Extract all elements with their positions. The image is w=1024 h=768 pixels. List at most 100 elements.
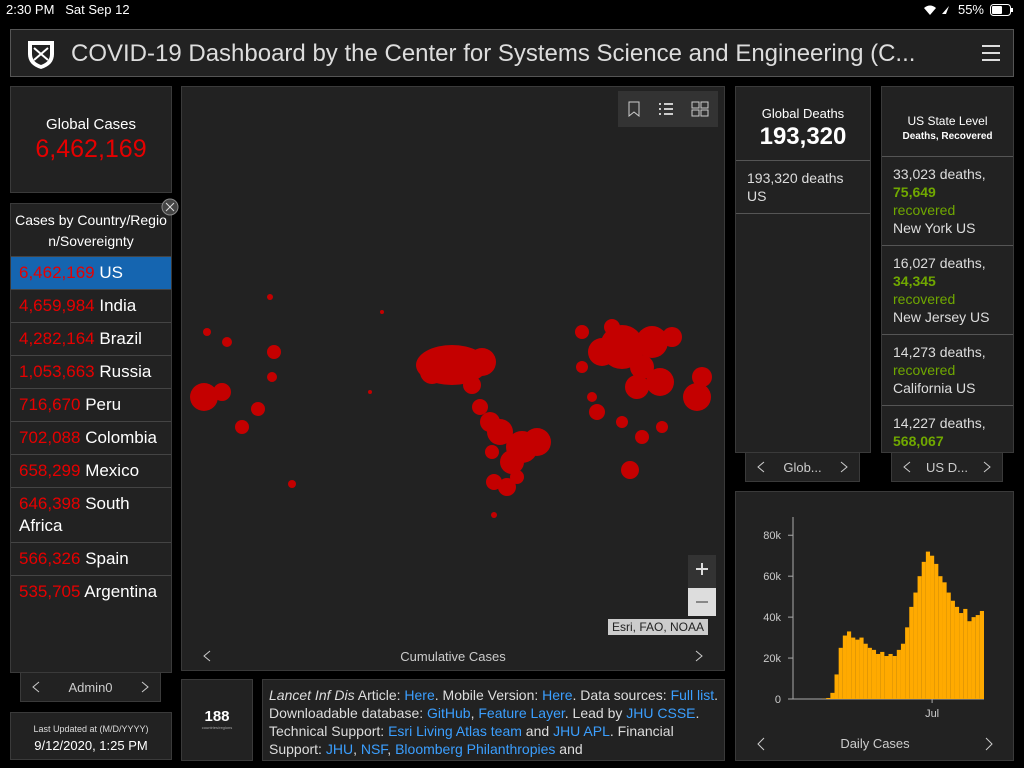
- map-toolbar: [618, 91, 718, 127]
- bar: [963, 608, 968, 699]
- zoom-in[interactable]: [688, 555, 716, 583]
- state-place: New Jersey US: [893, 309, 990, 325]
- country-name: Spain: [85, 549, 129, 568]
- bubble: [213, 383, 231, 401]
- country-footer: Admin0: [20, 672, 161, 702]
- info-link[interactable]: JHU APL: [553, 723, 610, 739]
- bar: [830, 692, 835, 699]
- us-state-panel: US State Level Deaths, Recovered 33,023 …: [881, 86, 1014, 453]
- state-row[interactable]: 14,273 deaths, recovered California US: [882, 335, 1013, 406]
- bubble: [692, 367, 712, 387]
- bar: [975, 615, 980, 699]
- info-link[interactable]: NSF: [360, 741, 388, 757]
- menu-button[interactable]: [981, 44, 1001, 62]
- info-link[interactable]: Bloomberg Philanthropies: [395, 741, 556, 757]
- country-row[interactable]: 646,398 South Africa: [11, 487, 171, 542]
- bookmark-button[interactable]: [627, 101, 641, 117]
- info-link[interactable]: Here: [404, 687, 435, 703]
- y-tick-label: 80k: [763, 530, 781, 542]
- x-tick-label: Jul: [925, 708, 939, 720]
- country-row[interactable]: 702,088 Colombia: [11, 421, 171, 454]
- country-panel: Cases by Country/Region/Sovereignty 6,46…: [10, 203, 172, 673]
- death-row[interactable]: 193,320 deaths US: [736, 161, 870, 214]
- prev-button[interactable]: [756, 460, 766, 474]
- state-deaths-label: deaths,: [939, 166, 986, 182]
- bar: [971, 617, 976, 699]
- country-count: 702,088: [19, 428, 81, 447]
- country-count: 716,670: [19, 395, 81, 414]
- next-button[interactable]: [694, 649, 704, 663]
- last-updated-panel: Last Updated at (M/D/YYYY) 9/12/2020, 1:…: [10, 712, 172, 760]
- zoom-controls: [688, 555, 716, 616]
- info-link[interactable]: JHU CSSE: [626, 705, 696, 721]
- country-row[interactable]: 4,659,984 India: [11, 289, 171, 322]
- country-name: Mexico: [85, 461, 140, 480]
- bar: [925, 551, 931, 699]
- info-text-segment: Lancet Inf Dis: [269, 687, 355, 703]
- state-deaths-label: deaths,: [939, 255, 986, 271]
- us-state-footer: US D...: [891, 452, 1003, 482]
- prev-button[interactable]: [902, 460, 912, 474]
- zoom-out[interactable]: [688, 588, 716, 616]
- global-deaths-list: 193,320 deaths US: [736, 161, 870, 214]
- bar: [934, 563, 939, 699]
- bubble: [420, 360, 444, 384]
- country-row[interactable]: 535,705 Argentina: [11, 575, 171, 608]
- state-row[interactable]: 16,027 deaths, 34,345 recovered New Jers…: [882, 246, 1013, 335]
- country-row[interactable]: 716,670 Peru: [11, 388, 171, 421]
- bar: [867, 647, 872, 699]
- bar: [896, 649, 901, 699]
- map[interactable]: [182, 87, 724, 637]
- bubble: [235, 420, 249, 434]
- country-name: Argentina: [84, 582, 158, 601]
- bubble: [203, 328, 211, 336]
- info-text-segment: . Financial Support:: [269, 723, 674, 757]
- bar: [967, 621, 972, 699]
- info-link[interactable]: JHU: [325, 741, 354, 757]
- info-link[interactable]: Full list: [670, 687, 715, 703]
- prev-button[interactable]: [202, 649, 212, 663]
- country-count: 646,398: [19, 494, 81, 513]
- map-attribution: Esri, FAO, NOAA: [608, 619, 709, 635]
- country-count: 1,053,663: [19, 362, 95, 381]
- state-row[interactable]: 33,023 deaths, 75,649 recovered New York…: [882, 157, 1013, 246]
- bar: [838, 647, 843, 699]
- prev-button[interactable]: [31, 680, 41, 694]
- info-link[interactable]: Here: [542, 687, 573, 703]
- date: Sat Sep 12: [65, 2, 130, 17]
- bubble: [498, 478, 516, 496]
- next-button[interactable]: [985, 737, 993, 751]
- info-link[interactable]: GitHub: [427, 705, 471, 721]
- header-title: COVID-19 Dashboard by the Center for Sys…: [71, 40, 916, 67]
- country-row[interactable]: 1,053,663 Russia: [11, 355, 171, 388]
- bubble: [468, 348, 496, 376]
- bubble: [523, 428, 551, 456]
- next-button[interactable]: [140, 680, 150, 694]
- prev-button[interactable]: [757, 737, 765, 751]
- country-row[interactable]: 658,299 Mexico: [11, 454, 171, 487]
- country-footer-label: Admin0: [68, 679, 113, 695]
- state-deaths-label: deaths,: [939, 344, 986, 360]
- global-deaths-label: Global Deaths: [761, 106, 845, 121]
- daily-cases-chart: 0 20k 40k 60k 80k Jul Daily Cases: [757, 517, 993, 751]
- state-deaths: 33,023: [893, 166, 936, 182]
- country-row[interactable]: 6,462,169 US: [11, 256, 171, 289]
- next-button[interactable]: [982, 460, 992, 474]
- basemap-button[interactable]: [691, 101, 709, 117]
- expand-button[interactable]: [161, 198, 179, 216]
- info-link[interactable]: Feature Layer: [478, 705, 565, 721]
- bubble: [616, 416, 628, 428]
- state-row[interactable]: 14,227 deaths, 568,067 recovered: [882, 406, 1013, 452]
- country-count: 535,705: [19, 582, 81, 601]
- legend-button[interactable]: [658, 101, 674, 117]
- count-value: 188: [204, 708, 230, 725]
- next-button[interactable]: [839, 460, 849, 474]
- info-text-segment: ,: [353, 741, 361, 757]
- state-recovered-label: recovered: [893, 291, 956, 307]
- bar: [909, 606, 914, 699]
- bar: [892, 656, 897, 699]
- country-row[interactable]: 566,326 Spain: [11, 542, 171, 575]
- country-row[interactable]: 4,282,164 Brazil: [11, 322, 171, 355]
- info-link[interactable]: Esri Living Atlas team: [388, 723, 522, 739]
- info-text-segment: and: [555, 741, 583, 757]
